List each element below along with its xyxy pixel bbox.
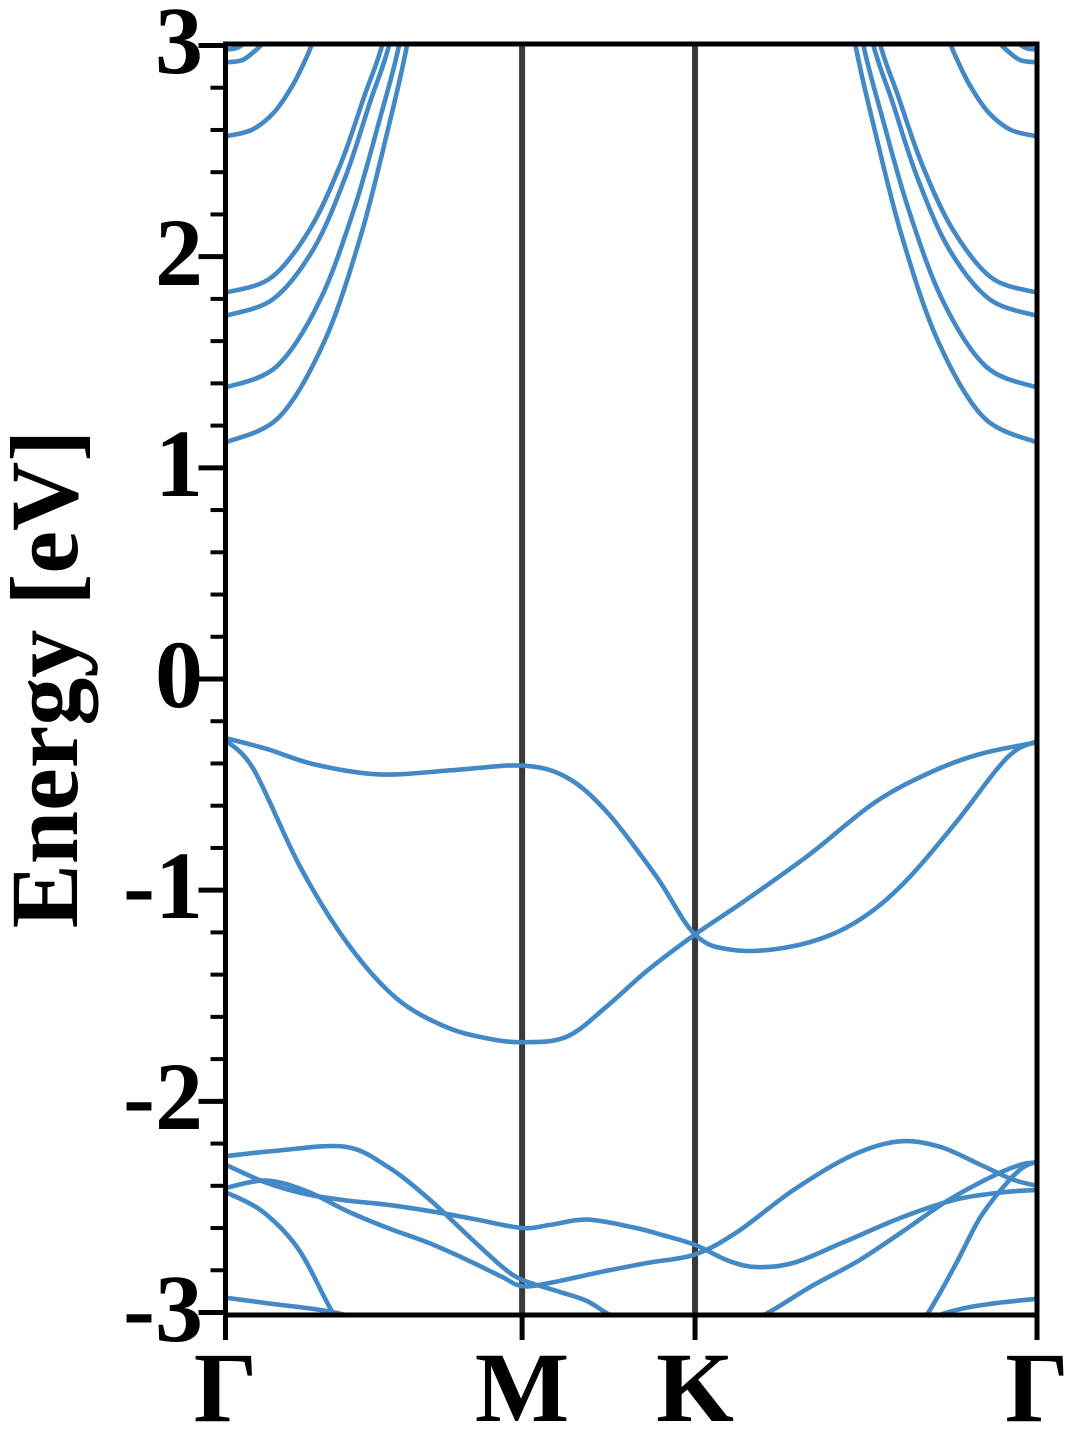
band-conduction-5-mirror xyxy=(947,44,1037,139)
y-tick-label--3: -3 xyxy=(123,1254,203,1362)
band-lower-4 xyxy=(225,1159,1037,1315)
y-tick-label-1: 1 xyxy=(155,409,203,517)
band-valence-1 xyxy=(225,735,1037,954)
y-tick-label-3: 3 xyxy=(155,0,203,95)
band-conduction-5 xyxy=(225,44,315,139)
band-conduction-3 xyxy=(225,44,392,319)
y-tick-label--2: -2 xyxy=(123,1043,203,1151)
y-tick-label-2: 2 xyxy=(155,198,203,306)
x-tick-label-3-Γ: Γ xyxy=(1005,1332,1069,1440)
band-lower-3 xyxy=(225,1138,1037,1289)
band-conduction-6-mirror xyxy=(997,44,1037,65)
x-tick-label-1-M: M xyxy=(474,1332,570,1440)
band-lower-5 xyxy=(225,1295,1037,1315)
plot-frame xyxy=(223,41,1040,1318)
band-conduction-3-mirror xyxy=(870,44,1037,319)
band-lower-1 xyxy=(225,1143,1037,1315)
x-tick-label-0-Γ: Γ xyxy=(193,1332,258,1440)
band-valence-2 xyxy=(225,737,1037,1045)
x-tick-label-2-K: K xyxy=(656,1332,734,1440)
band-conduction-6 xyxy=(225,44,265,65)
band-lower-2 xyxy=(225,1162,1037,1270)
y-tick-label--1: -1 xyxy=(123,832,203,940)
y-tick-label-0: 0 xyxy=(155,621,203,729)
